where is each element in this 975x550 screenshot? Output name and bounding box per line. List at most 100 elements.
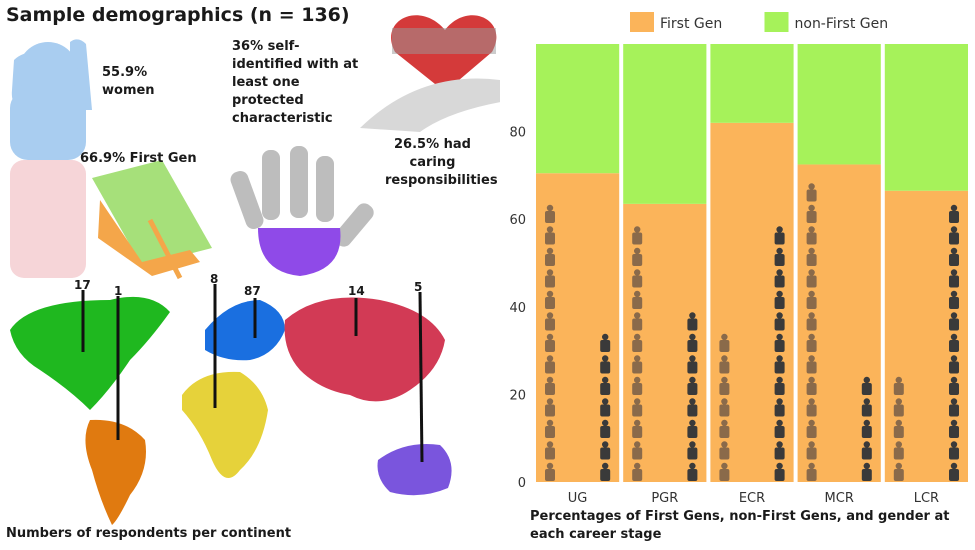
figure-man-body — [949, 426, 959, 438]
figure-man — [950, 376, 958, 384]
figure-woman — [546, 312, 554, 319]
world-map — [10, 284, 452, 525]
figure-man-body — [774, 232, 785, 245]
x-tick-lcr: LCR — [914, 491, 939, 505]
figure-man-body — [774, 383, 785, 395]
x-tick-ug: UG — [568, 491, 588, 505]
stat-protected: 36% self-identified with at least one pr… — [232, 39, 359, 126]
figure-woman-body — [806, 211, 817, 223]
figure-woman — [721, 355, 728, 362]
x-tick-ecr: ECR — [739, 491, 765, 505]
bar-pgr-non-first-gen — [623, 44, 707, 204]
figure-woman — [546, 269, 554, 276]
figure-man — [776, 333, 783, 341]
figure-woman-body — [632, 275, 643, 288]
figure-woman-body — [545, 297, 555, 309]
figure-woman — [634, 312, 641, 319]
count-africa: 8 — [210, 272, 219, 286]
continent-south-america — [85, 419, 146, 525]
bar-lcr-non-first-gen — [884, 44, 968, 191]
figure-woman-body — [719, 447, 730, 460]
figure-man-body — [774, 469, 785, 481]
figure-man-body — [861, 383, 872, 395]
figure-woman-body — [545, 254, 555, 266]
stat-women: 55.9% women — [102, 65, 155, 98]
figure-woman — [634, 398, 641, 405]
continent-europe — [205, 300, 285, 361]
figure-man-body — [687, 404, 698, 417]
figure-woman-body — [545, 232, 555, 245]
figure-man-body — [687, 469, 698, 481]
figure-man-body — [949, 404, 959, 417]
figure-man-body — [774, 254, 785, 266]
figure-man — [950, 204, 958, 212]
figure-man — [602, 333, 609, 341]
figure-woman — [808, 355, 815, 362]
map-caption: Numbers of respondents per continent — [6, 526, 292, 541]
stat-first-gen: 66.9% First Gen — [80, 151, 197, 166]
figure-man — [863, 419, 870, 427]
y-tick-40: 40 — [509, 301, 526, 316]
figure-woman — [808, 269, 815, 276]
figure-man — [602, 355, 609, 362]
figure-woman-body — [719, 340, 730, 352]
figure-woman-body — [545, 340, 555, 352]
bar-mcr-non-first-gen — [797, 44, 881, 165]
figure-man — [950, 290, 958, 298]
figure-woman — [546, 226, 554, 233]
figure-woman-body — [719, 361, 730, 374]
y-tick-0: 0 — [518, 476, 526, 491]
figure-woman-body — [806, 447, 817, 460]
x-tick-mcr: MCR — [825, 491, 854, 505]
figure-woman-body — [806, 232, 817, 245]
figure-woman-body — [545, 318, 555, 331]
figure-man — [689, 398, 696, 405]
figure-woman — [721, 398, 728, 405]
figure-man — [689, 312, 696, 319]
figure-woman — [546, 355, 554, 362]
figure-woman-body — [719, 426, 730, 438]
handprint-icon — [230, 146, 374, 276]
figure-woman-body — [806, 275, 817, 288]
figure-woman — [546, 247, 554, 255]
figure-woman-body — [806, 426, 817, 438]
figure-woman-body — [632, 469, 643, 481]
figure-man — [950, 462, 958, 470]
figure-man-body — [949, 297, 959, 309]
y-tick-20: 20 — [509, 388, 526, 403]
figure-man-body — [949, 383, 959, 395]
figure-woman-body — [806, 383, 817, 395]
figure-man-body — [687, 426, 698, 438]
figure-woman — [808, 462, 815, 470]
figure-woman — [634, 419, 641, 427]
figure-man-body — [949, 211, 959, 223]
figure-man — [950, 226, 958, 233]
figure-woman — [721, 376, 728, 384]
figure-man-body — [774, 447, 785, 460]
figure-man — [863, 398, 870, 405]
figure-man-body — [774, 275, 785, 288]
stat-caring: 26.5% had caring responsibilities — [385, 137, 498, 188]
figure-man-body — [600, 383, 611, 395]
figure-man-body — [600, 426, 611, 438]
bar-ecr-non-first-gen — [710, 44, 794, 123]
legend-label-1: non-First Gen — [795, 16, 889, 32]
figure-woman — [546, 333, 554, 341]
figure-woman — [721, 441, 728, 448]
figure-man-body — [600, 340, 611, 352]
figure-woman — [546, 204, 554, 212]
continent-north-america — [10, 296, 170, 410]
figure-man — [602, 462, 609, 470]
figure-woman — [634, 269, 641, 276]
figure-woman — [721, 419, 728, 427]
figure-man-body — [600, 404, 611, 417]
figure-woman — [546, 441, 554, 448]
figure-woman — [808, 419, 815, 427]
continent-africa — [182, 371, 268, 478]
figure-woman — [808, 183, 815, 190]
figure-man-body — [687, 340, 698, 352]
figure-woman-body — [806, 297, 817, 309]
figure-woman — [808, 290, 815, 298]
figure-woman — [634, 290, 641, 298]
figure-man — [950, 398, 958, 405]
